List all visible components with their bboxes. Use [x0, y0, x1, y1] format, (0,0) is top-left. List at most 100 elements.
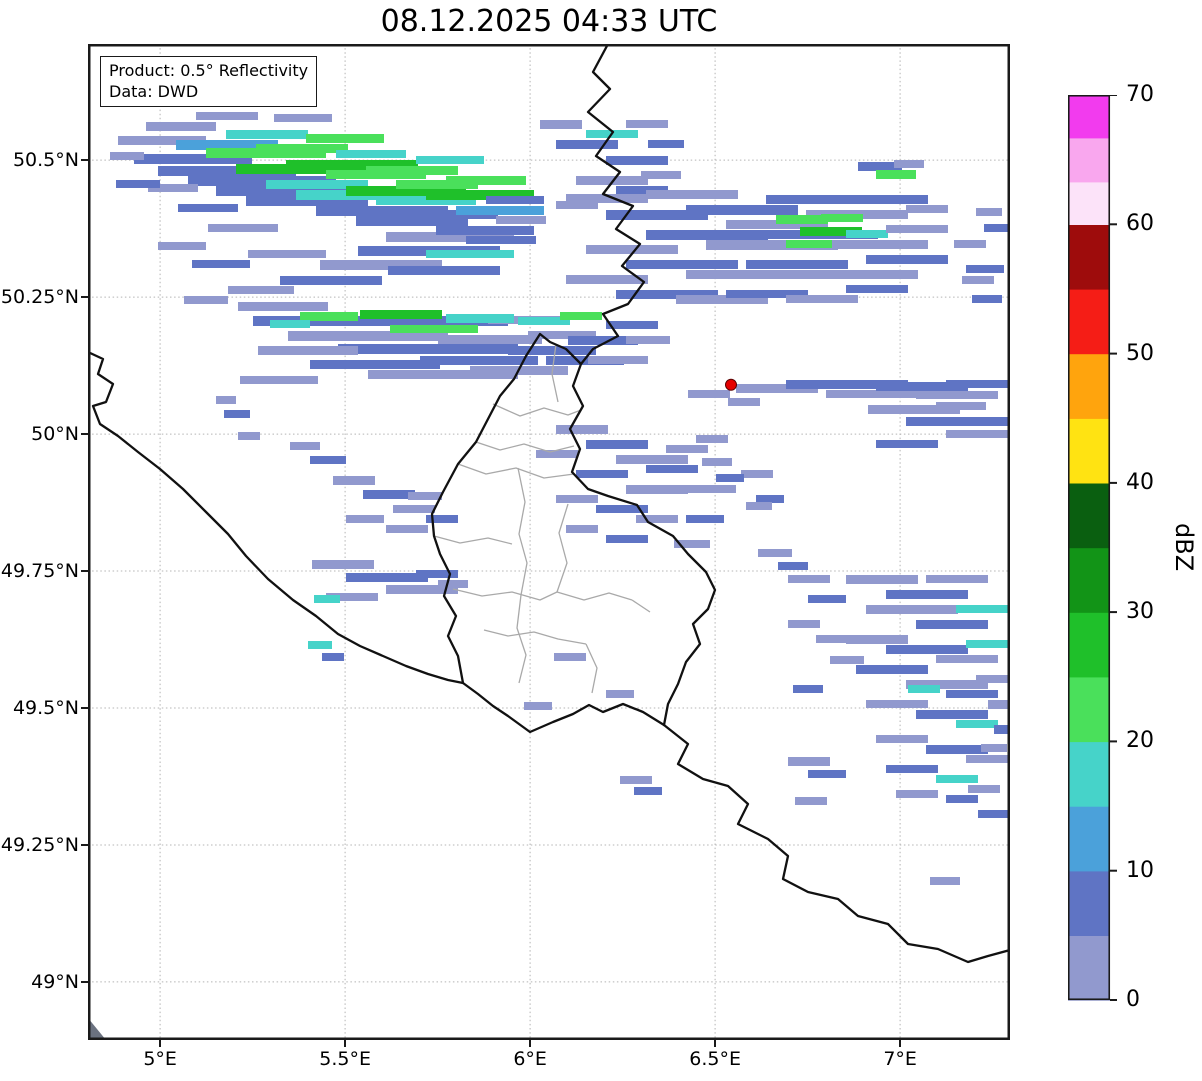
radar-echo-cell [436, 226, 534, 235]
radar-echo-cell [758, 549, 792, 557]
radar-echo-cell [856, 665, 928, 674]
radar-echo-cell [363, 490, 415, 499]
radar-echo-cell [606, 321, 658, 329]
y-tick-label: 50.25°N [0, 286, 79, 309]
radar-echo-cell [158, 166, 296, 176]
colorbar-segment [1068, 482, 1110, 549]
radar-echo-cell [830, 656, 864, 664]
radar-echo-cell [756, 495, 784, 503]
radar-echo-cell [266, 180, 368, 189]
radar-echo-cell [808, 770, 846, 778]
x-tick-mark [529, 1040, 532, 1047]
radar-echo-cell [966, 755, 1008, 763]
colorbar-segment [1068, 288, 1110, 355]
colorbar-segment [1068, 612, 1110, 678]
radar-echo-cell [606, 690, 634, 698]
admin-border [452, 588, 558, 601]
admin-border [585, 643, 598, 694]
radar-echo-cell [616, 290, 718, 299]
radar-echo-cell [886, 645, 968, 654]
radar-echo-cell [876, 170, 916, 179]
radar-echo-cell [728, 398, 760, 406]
radar-echo-cell [576, 470, 628, 478]
radar-echo-cell [426, 250, 514, 258]
radar-echo-cell [741, 470, 773, 478]
radar-echo-cell [446, 314, 514, 323]
info-source-line: Data: DWD [109, 82, 199, 101]
radar-echo-cell [393, 505, 435, 513]
radar-echo-cell [906, 205, 948, 213]
radar-echo-cell [346, 186, 466, 196]
radar-echo-cell [146, 122, 216, 131]
figure-title: 08.12.2025 04:33 UTC [380, 4, 718, 39]
radar-echo-cell [386, 585, 458, 594]
radar-echo-cell [518, 317, 570, 325]
x-tick-mark [159, 1040, 162, 1047]
radar-echo-cell [388, 266, 500, 275]
admin-border [457, 463, 575, 479]
radar-echo-cell [676, 485, 708, 493]
radar-echo-cell [926, 745, 988, 754]
radar-echo-cell [846, 195, 928, 204]
radar-echo-cell [846, 230, 888, 238]
x-tick-mark [899, 1040, 902, 1047]
radar-echo-cell [968, 785, 1000, 793]
radar-echo-cell [676, 295, 768, 304]
colorbar-segment [1068, 353, 1110, 419]
radar-echo-cell [736, 384, 818, 393]
radar-site-marker [725, 378, 737, 391]
radar-echo-cell [620, 776, 652, 784]
radar-echo-cell [896, 255, 948, 263]
radar-echo-cell [946, 380, 1008, 388]
radar-echo-cell [390, 325, 478, 333]
radar-echo-cell [636, 515, 678, 523]
radar-echo-cell [906, 417, 1008, 426]
radar-echo-cell [466, 236, 536, 244]
radar-echo-cell [868, 405, 960, 414]
radar-echo-cell [566, 194, 648, 203]
radar-echo-cell [666, 445, 708, 453]
radar-echo-cell [178, 204, 238, 212]
radar-echo-cell [626, 120, 668, 128]
radar-echo-cell [686, 270, 808, 279]
radar-echo-cell [966, 640, 1008, 648]
radar-echo-cell [936, 402, 986, 410]
radar-echo-cell [846, 635, 908, 644]
admin-border [556, 591, 633, 601]
radar-echo-cell [326, 593, 378, 601]
radar-echo-cell [224, 410, 250, 418]
admin-border [551, 343, 559, 403]
radar-echo-cell [586, 245, 678, 254]
radar-echo-cell [876, 382, 968, 391]
colorbar-segment [1068, 676, 1110, 743]
radar-echo-cell [984, 224, 1008, 232]
radar-echo-cell [956, 720, 998, 728]
plot-frame [88, 44, 1010, 1040]
radar-echo-cell [866, 700, 928, 708]
colorbar-segment [1068, 547, 1110, 613]
radar-echo-cell [316, 206, 448, 216]
radar-echo-cell [320, 260, 442, 270]
colorbar-label: dBZ [1170, 523, 1198, 572]
radar-echo-cell [528, 331, 596, 339]
x-tick-label: 5°E [143, 1048, 177, 1070]
radar-echo-cell [596, 505, 648, 513]
radar-echo-cell [806, 270, 918, 279]
country-border [88, 350, 465, 685]
radar-echo-cell [786, 380, 908, 389]
radar-echo-cell [908, 685, 940, 693]
radar-echo-cell [286, 160, 418, 170]
radar-echo-cell [696, 435, 728, 443]
radar-echo-cell [310, 360, 440, 369]
radar-echo-cell [556, 495, 598, 503]
radar-echo-cell [586, 440, 648, 449]
radar-echo-cell [788, 575, 830, 583]
radar-echo-cell [906, 680, 988, 689]
radar-echo-cell [956, 605, 1008, 613]
radar-echo-cell [746, 502, 772, 510]
radar-echo-cell [800, 227, 862, 236]
radar-echo-cell [336, 150, 406, 158]
radar-echo-cell [776, 215, 828, 224]
radar-echo-cell [706, 240, 838, 250]
radar-echo-cell [795, 797, 827, 805]
